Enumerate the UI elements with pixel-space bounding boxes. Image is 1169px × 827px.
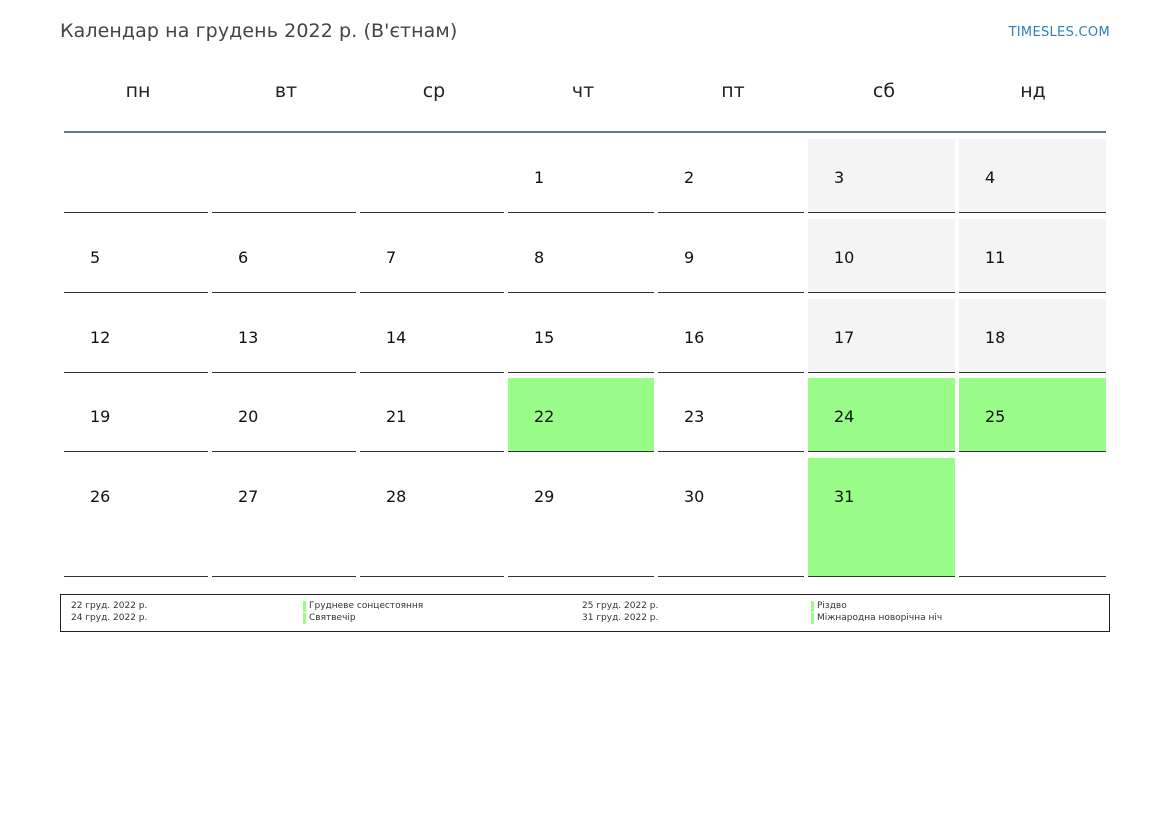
day-number: 5 bbox=[90, 248, 101, 267]
day-number: 12 bbox=[90, 328, 111, 347]
legend-holiday-name: Міжнародна новорічна ніч bbox=[811, 613, 942, 624]
day-cell: 13 bbox=[212, 299, 356, 373]
weekday-sat: сб bbox=[872, 80, 896, 102]
holiday-legend: 22 груд. 2022 р. Грудневе сонцестояння 2… bbox=[60, 594, 1110, 632]
legend-date: 31 груд. 2022 р. bbox=[582, 613, 659, 623]
page-title: Календар на грудень 2022 р. (В'єтнам) bbox=[60, 20, 458, 42]
day-cell: 9 bbox=[658, 219, 804, 293]
day-number: 26 bbox=[90, 487, 111, 506]
day-number: 17 bbox=[834, 328, 855, 347]
day-cell: 23 bbox=[658, 378, 804, 452]
weekday-fri: пт bbox=[721, 80, 745, 102]
weekday-sun: нд bbox=[1020, 80, 1046, 102]
day-cell: 29 bbox=[508, 458, 654, 577]
weekday-header: пн вт ср чт пт сб нд bbox=[64, 80, 1106, 118]
legend-holiday-name: Грудневе сонцестояння bbox=[303, 601, 423, 612]
weekday-thu: чт bbox=[571, 80, 595, 102]
day-cell: 15 bbox=[508, 299, 654, 373]
day-cell: 26 bbox=[64, 458, 208, 577]
legend-date: 24 груд. 2022 р. bbox=[71, 613, 148, 623]
weekday-mon: пн bbox=[125, 80, 151, 102]
day-number: 19 bbox=[90, 407, 111, 426]
day-cell: 22 bbox=[508, 378, 654, 452]
legend-holiday-name: Різдво bbox=[811, 601, 847, 612]
empty-day-cell bbox=[64, 139, 208, 213]
day-cell: 19 bbox=[64, 378, 208, 452]
day-number: 21 bbox=[386, 407, 407, 426]
day-cell: 24 bbox=[808, 378, 955, 452]
day-number: 2 bbox=[684, 168, 695, 187]
day-number: 20 bbox=[238, 407, 259, 426]
day-number: 13 bbox=[238, 328, 259, 347]
day-number: 31 bbox=[834, 487, 855, 506]
legend-date: 22 груд. 2022 р. bbox=[71, 601, 148, 611]
day-cell: 12 bbox=[64, 299, 208, 373]
day-number: 23 bbox=[684, 407, 705, 426]
day-number: 11 bbox=[985, 248, 1006, 267]
empty-day-cell bbox=[360, 139, 504, 213]
brand-link[interactable]: TIMESLES.COM bbox=[1008, 25, 1110, 40]
empty-day-cell bbox=[959, 458, 1106, 577]
weekday-wed: ср bbox=[422, 80, 446, 102]
day-cell: 31 bbox=[808, 458, 955, 577]
day-cell: 7 bbox=[360, 219, 504, 293]
day-cell: 16 bbox=[658, 299, 804, 373]
day-number: 14 bbox=[386, 328, 407, 347]
day-number: 8 bbox=[534, 248, 545, 267]
day-number: 3 bbox=[834, 168, 845, 187]
day-number: 7 bbox=[386, 248, 397, 267]
day-number: 16 bbox=[684, 328, 705, 347]
day-number: 15 bbox=[534, 328, 555, 347]
day-cell: 17 bbox=[808, 299, 955, 373]
day-cell: 2 bbox=[658, 139, 804, 213]
legend-holiday-name: Святвечір bbox=[303, 613, 356, 624]
calendar-grid: 1 2 3 4 5 6 7 8 9 10 11 12 13 14 15 16 17 18 19 20 21 22 23 24 2… bbox=[64, 139, 1106, 577]
day-cell: 25 bbox=[959, 378, 1106, 452]
day-cell: 4 bbox=[959, 139, 1106, 213]
header-divider bbox=[64, 131, 1106, 133]
day-number: 30 bbox=[684, 487, 705, 506]
holiday-color-swatch bbox=[811, 601, 814, 612]
day-number: 24 bbox=[834, 407, 855, 426]
day-cell: 8 bbox=[508, 219, 654, 293]
day-number: 28 bbox=[386, 487, 407, 506]
day-cell: 21 bbox=[360, 378, 504, 452]
holiday-color-swatch bbox=[303, 601, 306, 612]
day-cell: 3 bbox=[808, 139, 955, 213]
day-number: 25 bbox=[985, 407, 1006, 426]
day-number: 6 bbox=[238, 248, 249, 267]
holiday-color-swatch bbox=[811, 613, 814, 624]
day-cell: 30 bbox=[658, 458, 804, 577]
day-cell: 5 bbox=[64, 219, 208, 293]
day-number: 18 bbox=[985, 328, 1006, 347]
day-cell: 28 bbox=[360, 458, 504, 577]
day-number: 22 bbox=[534, 407, 555, 426]
day-cell: 6 bbox=[212, 219, 356, 293]
day-number: 4 bbox=[985, 168, 996, 187]
empty-day-cell bbox=[212, 139, 356, 213]
day-cell: 18 bbox=[959, 299, 1106, 373]
day-cell: 1 bbox=[508, 139, 654, 213]
holiday-color-swatch bbox=[303, 613, 306, 624]
day-number: 9 bbox=[684, 248, 695, 267]
legend-date: 25 груд. 2022 р. bbox=[582, 601, 659, 611]
day-cell: 10 bbox=[808, 219, 955, 293]
day-cell: 11 bbox=[959, 219, 1106, 293]
day-cell: 20 bbox=[212, 378, 356, 452]
day-number: 29 bbox=[534, 487, 555, 506]
day-number: 27 bbox=[238, 487, 259, 506]
day-number: 1 bbox=[534, 168, 545, 187]
day-cell: 14 bbox=[360, 299, 504, 373]
day-cell: 27 bbox=[212, 458, 356, 577]
day-number: 10 bbox=[834, 248, 855, 267]
weekday-tue: вт bbox=[274, 80, 298, 102]
